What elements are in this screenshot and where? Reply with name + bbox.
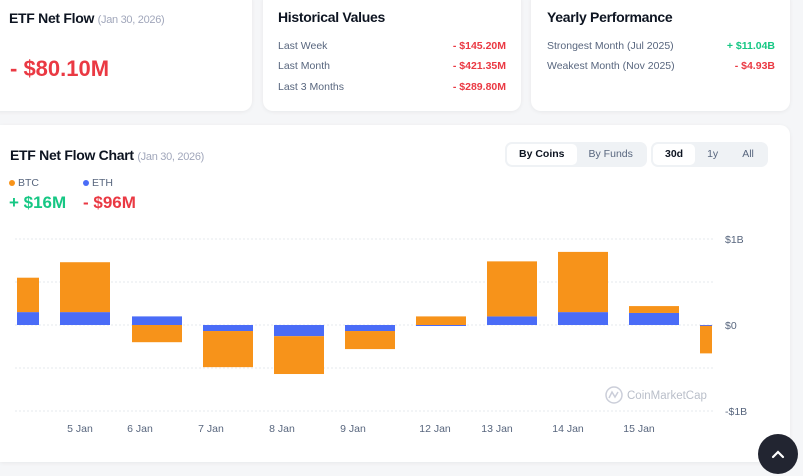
yearly-performance-card: Yearly Performance Strongest Month (Jul …: [531, 0, 790, 111]
bar-btc[interactable]: [17, 277, 39, 313]
bar-btc[interactable]: [629, 306, 679, 313]
bar-eth[interactable]: [487, 316, 537, 325]
bar-btc[interactable]: [132, 325, 182, 343]
y-tick-label: $1B: [725, 234, 744, 246]
bar-eth[interactable]: [274, 325, 324, 337]
bar-eth[interactable]: [17, 312, 39, 325]
eth-flow-value: - $96M: [83, 193, 136, 212]
net-flow-value: - $80.10M: [10, 56, 110, 81]
bar-btc[interactable]: [558, 251, 608, 313]
tab-by-coins[interactable]: By Coins: [507, 144, 577, 165]
tab-1y[interactable]: 1y: [707, 148, 719, 160]
historical-row: Last 3 Months - $289.80M: [278, 81, 506, 93]
scroll-to-top-button[interactable]: [758, 434, 798, 474]
btc-dot-icon: [9, 180, 15, 186]
chevron-up-icon: [771, 450, 785, 459]
legend-eth: ETH: [83, 177, 113, 189]
yearly-row: Strongest Month (Jul 2025) + $11.04B: [547, 40, 775, 52]
net-flow-date: (Jan 30, 2026): [97, 14, 165, 26]
svg-text:CoinMarketCap: CoinMarketCap: [627, 390, 707, 402]
x-tick-label: 15 Jan: [623, 423, 655, 435]
bar-eth[interactable]: [558, 312, 608, 325]
net-flow-title: ETF Net Flow (Jan 30, 2026): [9, 10, 165, 26]
bar-eth[interactable]: [345, 325, 395, 332]
etf-net-flow-card: ETF Net Flow (Jan 30, 2026) - $80.10M: [0, 0, 252, 111]
x-tick-label: 5 Jan: [67, 423, 93, 435]
bar-eth[interactable]: [203, 325, 253, 332]
bar-btc[interactable]: [60, 262, 110, 313]
btc-flow-value: + $16M: [9, 193, 67, 212]
yearly-row: Weakest Month (Nov 2025) - $4.93B: [547, 60, 775, 72]
bar-btc[interactable]: [416, 316, 466, 325]
bar-eth[interactable]: [132, 316, 182, 325]
group-toggle: By Coins By Funds: [505, 142, 647, 167]
x-tick-label: 8 Jan: [269, 423, 295, 435]
tab-by-funds[interactable]: By Funds: [588, 148, 633, 160]
tab-all[interactable]: All: [742, 148, 754, 160]
historical-values-card: Historical Values Last Week - $145.20M La…: [263, 0, 521, 111]
bar-btc[interactable]: [700, 325, 712, 354]
x-tick-label: 7 Jan: [198, 423, 224, 435]
x-tick-label: 9 Jan: [340, 423, 366, 435]
x-tick-label: 6 Jan: [127, 423, 153, 435]
bar-btc[interactable]: [203, 331, 253, 368]
bar-btc[interactable]: [274, 336, 324, 375]
x-tick-label: 12 Jan: [419, 423, 451, 435]
x-tick-label: 14 Jan: [552, 423, 584, 435]
bar-btc[interactable]: [487, 261, 537, 317]
bar-eth[interactable]: [60, 312, 110, 325]
bar-btc[interactable]: [345, 331, 395, 350]
eth-dot-icon: [83, 180, 89, 186]
yearly-title: Yearly Performance: [547, 9, 673, 25]
y-tick-label: $0: [725, 320, 737, 332]
legend-btc: BTC: [9, 177, 39, 189]
bar-eth[interactable]: [416, 325, 466, 326]
historical-title: Historical Values: [278, 9, 385, 25]
y-tick-label: -$1B: [725, 406, 747, 418]
historical-row: Last Week - $145.20M: [278, 40, 506, 52]
x-tick-label: 13 Jan: [481, 423, 513, 435]
chart-title: ETF Net Flow Chart (Jan 30, 2026): [10, 147, 205, 163]
bar-eth[interactable]: [629, 312, 679, 325]
tab-30d[interactable]: 30d: [653, 144, 696, 165]
coinmarketcap-watermark: CoinMarketCap: [605, 386, 707, 404]
range-toggle: 30d 1y All: [651, 142, 768, 167]
etf-net-flow-chart-card: ETF Net Flow Chart (Jan 30, 2026) By Coi…: [0, 125, 790, 462]
historical-row: Last Month - $421.35M: [278, 60, 506, 72]
bar-eth[interactable]: [700, 325, 712, 326]
